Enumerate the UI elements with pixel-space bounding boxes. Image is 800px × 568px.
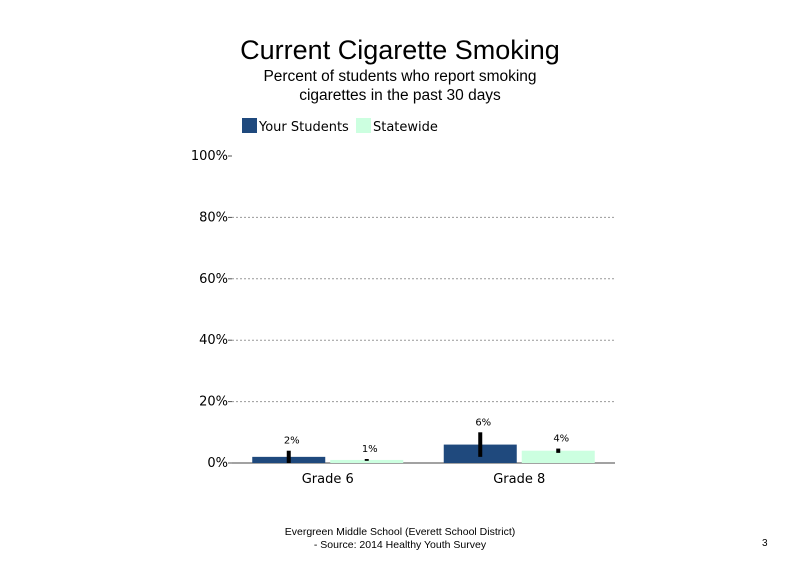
- bar-statewide: [330, 459, 404, 463]
- footer-school: Evergreen Middle School (Everett School …: [284, 526, 516, 538]
- legend-swatch-statewide: [355, 118, 371, 133]
- legend: Your Students Statewide: [242, 118, 438, 136]
- footer-source: - Source: 2014 Healthy Youth Survey: [313, 539, 487, 551]
- y-tick-label: 100%: [191, 149, 228, 164]
- chart-title: Current Cigarette Smoking: [240, 35, 560, 65]
- x-tick-label: Grade 6: [302, 472, 354, 487]
- legend-label-your-students: Your Students: [259, 120, 349, 135]
- y-tick-label: 60%: [199, 272, 228, 287]
- chart-subtitle: Percent of students who report smoking c…: [263, 68, 537, 104]
- y-tick-label: 80%: [199, 210, 228, 225]
- data-label: 4%: [553, 434, 569, 445]
- x-tick-label: Grade 8: [493, 472, 545, 487]
- y-tick-label: 20%: [199, 395, 228, 410]
- bar-statewide: [521, 450, 595, 463]
- footer: Evergreen Middle School (Everett School …: [200, 526, 600, 552]
- legend-item-your-students: Your Students: [242, 118, 349, 136]
- legend-label-statewide: Statewide: [372, 120, 438, 135]
- y-tick-label: 0%: [207, 456, 228, 471]
- legend-item-statewide: Statewide: [355, 118, 438, 136]
- data-label: 2%: [284, 436, 300, 447]
- data-label: 6%: [475, 417, 491, 428]
- legend-swatch-your-students: [242, 118, 257, 133]
- bar-chart: 0% 20% 40% 60% 80% 100% 2% 1% Grade 6 6% 4% Grade 8: [191, 149, 615, 487]
- page-number: 3: [762, 538, 768, 549]
- data-label: 1%: [362, 444, 378, 455]
- y-tick-label: 40%: [199, 333, 228, 348]
